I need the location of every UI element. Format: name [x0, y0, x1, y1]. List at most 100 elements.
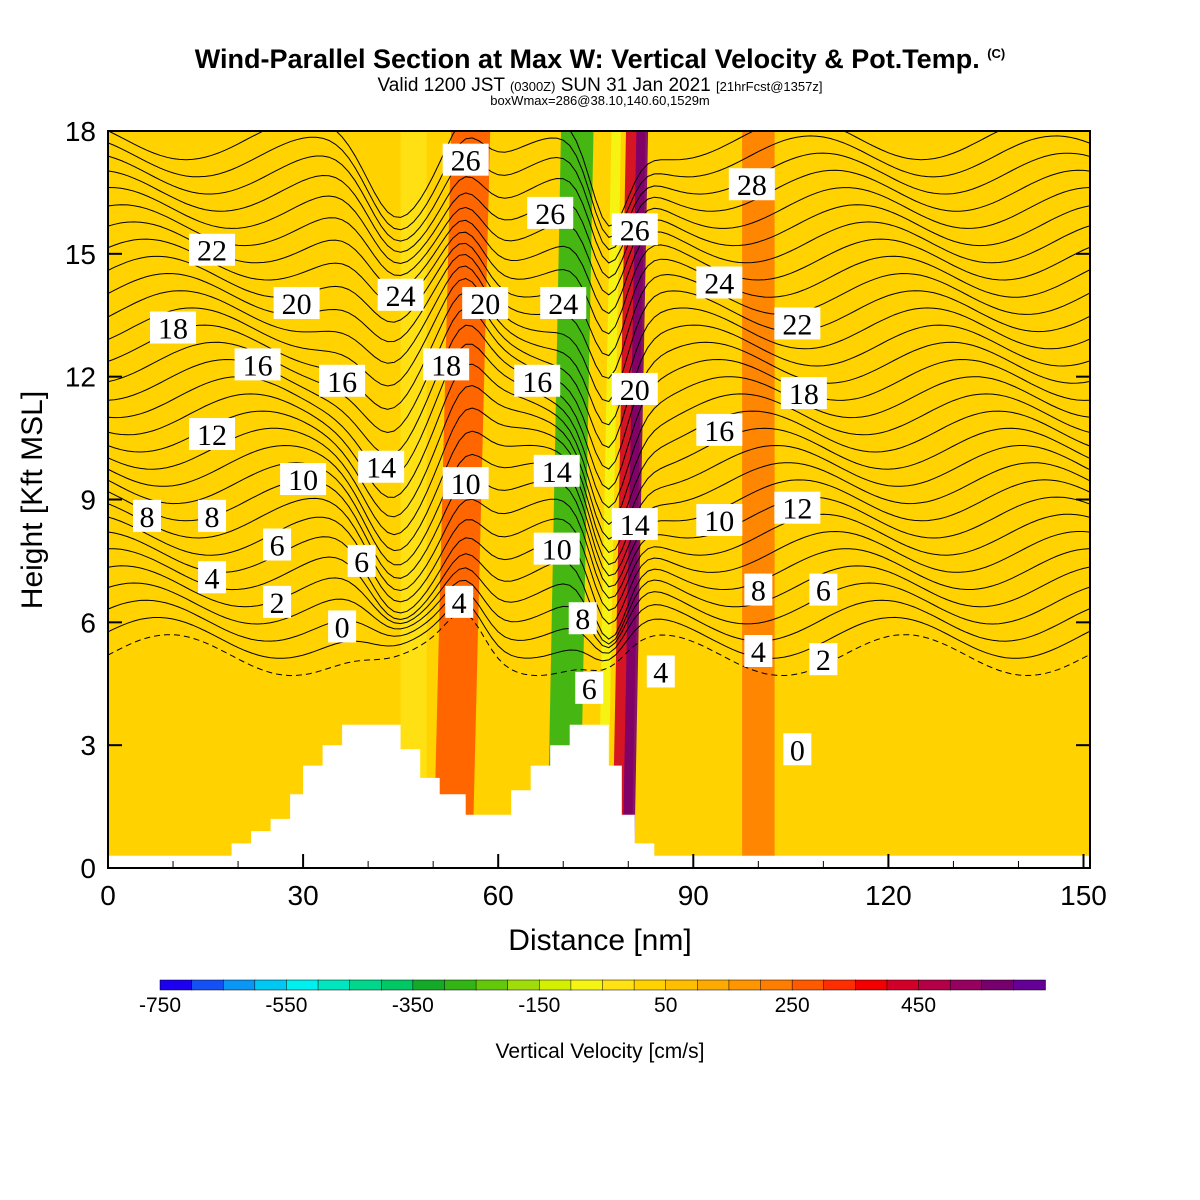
- contour-label: 16: [234, 348, 281, 382]
- colorbar-swatch: [475, 979, 509, 991]
- colorbar-swatch: [981, 979, 1015, 991]
- isentrope-line: [108, 231, 1090, 335]
- contour-label-box: [611, 508, 658, 541]
- contour-label: 6: [263, 528, 292, 563]
- colorbar-swatch: [665, 979, 699, 991]
- contour-label-text: 20: [282, 288, 312, 321]
- contour-label: 12: [774, 491, 821, 526]
- contour-label-text: 26: [535, 198, 565, 231]
- contour-label: 16: [319, 364, 366, 399]
- colorbar-swatch: [1013, 979, 1046, 991]
- colorbar-swatch: [191, 979, 224, 991]
- contour-label-text: 18: [431, 349, 461, 382]
- contour-label-box: [696, 503, 743, 536]
- x-tick-label: 0: [100, 880, 116, 911]
- contour-label-box: [568, 602, 597, 635]
- contour-label-box: [358, 450, 405, 483]
- contour-label: 6: [347, 544, 376, 579]
- contour-label-box: [696, 413, 743, 446]
- x-tick-label: 90: [678, 880, 709, 911]
- y-tick-label: 3: [80, 730, 96, 761]
- y-tick-label: 6: [80, 607, 96, 638]
- contour-label-box: [514, 364, 561, 397]
- contour-label-text: 16: [704, 415, 734, 448]
- contour-label: 6: [575, 671, 604, 706]
- contour-label-box: [133, 499, 162, 532]
- contour-label: 24: [540, 286, 587, 321]
- valid-date: SUN 31 Jan 2021: [560, 75, 711, 96]
- contour-label: 4: [198, 561, 227, 595]
- contour-label-text: 10: [451, 468, 481, 501]
- forecast-tag: [21hrFcst@1357z]: [716, 79, 823, 94]
- isentrope-line: [108, 187, 1090, 279]
- contour-label-text: 6: [582, 673, 597, 706]
- contour-label: 2: [263, 585, 292, 620]
- contour-label-box: [809, 573, 838, 606]
- contour-label-box: [273, 286, 320, 319]
- isentrope-line: [108, 242, 1090, 357]
- contour-label: 16: [696, 413, 743, 448]
- contour-label: 20: [611, 372, 658, 407]
- contour-label-box: [533, 532, 580, 565]
- contour-label: 12: [189, 417, 236, 452]
- contour-label-box: [774, 491, 821, 524]
- colorbar-swatch: [949, 979, 983, 991]
- contour-label-text: 28: [737, 169, 767, 202]
- contour-label-box: [462, 286, 509, 319]
- valid-prefix: Valid 1200 JST: [377, 75, 505, 96]
- vv-band: [742, 131, 775, 868]
- contour-label: 10: [442, 467, 489, 501]
- colorbar-tick-label: -550: [265, 994, 307, 1017]
- isentrope-line: [108, 430, 1090, 566]
- contour-label-box: [527, 196, 574, 229]
- contour-label-box: [234, 348, 281, 381]
- colorbar-swatch: [697, 979, 730, 991]
- contour-label-box: [533, 454, 580, 487]
- colorbar-swatch: [633, 979, 667, 991]
- contour-label-text: 18: [158, 313, 188, 346]
- contour-label: 4: [445, 585, 474, 620]
- contour-label: 28: [728, 168, 775, 202]
- isentrope-line: [108, 131, 1090, 227]
- contour-label-text: 6: [354, 546, 369, 579]
- contour-label-box: [189, 233, 236, 266]
- isentrope-line: [108, 253, 1090, 379]
- x-axis: 0 30 60 90 120 150: [100, 854, 1107, 911]
- colorbar-swatch: [159, 979, 193, 991]
- contour-label-box: [189, 417, 236, 450]
- contour-label-box: [442, 467, 489, 500]
- contour-label-text: 10: [704, 505, 734, 538]
- x-tick-label: 120: [865, 880, 912, 911]
- contour-label-text: 8: [751, 575, 766, 608]
- contour-label-text: 22: [197, 235, 227, 268]
- contour-label-text: 24: [704, 267, 734, 300]
- colorbar: -750 -550 -350 -150 50 250 450: [139, 979, 1046, 1017]
- contour-label-text: 20: [620, 374, 650, 407]
- colorbar-tick-label: -150: [518, 994, 560, 1017]
- colorbar-swatch: [823, 979, 857, 991]
- colorbar-swatch: [412, 979, 446, 991]
- contour-label: 8: [568, 602, 597, 636]
- contour-label-text: 8: [575, 603, 590, 636]
- potential-temperature-contours: [108, 131, 1090, 677]
- terrain-mask: [108, 724, 1090, 868]
- contour-label-box: [263, 585, 292, 618]
- contour-label: 22: [189, 233, 236, 268]
- isentrope-line: [108, 343, 1090, 509]
- contour-label-box: [280, 463, 327, 496]
- contour-label-box: [198, 499, 227, 532]
- x-axis-label: Distance [nm]: [508, 924, 691, 957]
- y-tick-label: 18: [65, 116, 96, 147]
- contour-label: 2: [809, 643, 838, 677]
- contour-label-box: [774, 307, 821, 340]
- isentrope-line: [108, 135, 1090, 238]
- contour-label-box: [646, 655, 675, 688]
- colorbar-swatch: [602, 979, 635, 991]
- contour-label-text: 16: [243, 349, 273, 382]
- colorbar-swatch: [507, 979, 541, 991]
- y-axis-label: Height [Kft MSL]: [16, 391, 49, 609]
- contour-label: 26: [611, 213, 658, 247]
- colorbar-tick-label: 50: [654, 994, 677, 1017]
